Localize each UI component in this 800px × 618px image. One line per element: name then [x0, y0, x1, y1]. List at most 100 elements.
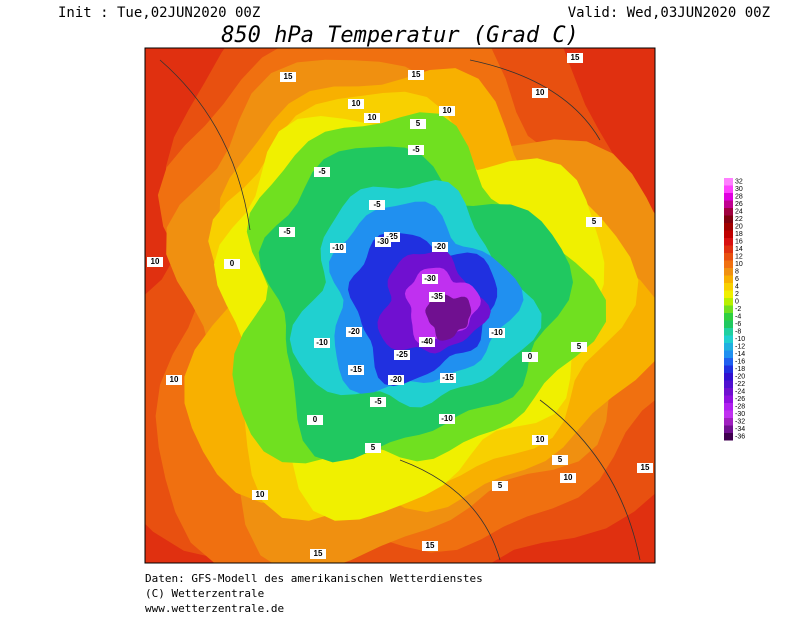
colorbar-label: 22 — [735, 216, 743, 223]
colorbar-swatch — [724, 223, 733, 231]
contour-label: -5 — [283, 227, 291, 236]
contour-label: 15 — [571, 53, 580, 62]
contour-label: 10 — [564, 473, 573, 482]
contour-label: -25 — [396, 350, 408, 359]
contour-label: 5 — [558, 455, 563, 464]
colorbar-label: 12 — [735, 254, 743, 261]
contour-label-box — [370, 397, 386, 407]
coastline — [399, 459, 501, 561]
colorbar-swatch — [724, 298, 733, 306]
init-time: Init : Tue,02JUN2020 00Z — [58, 5, 260, 21]
contour-label-box — [147, 257, 163, 267]
contour-label: 10 — [256, 490, 265, 499]
colorbar-swatch — [724, 208, 733, 216]
contour-label: -20 — [348, 327, 360, 336]
contour-label: 10 — [368, 113, 377, 122]
contour-label: -5 — [374, 397, 382, 406]
contour-label: -25 — [386, 232, 398, 241]
contour-label: 0 — [230, 259, 235, 268]
contour-label: -20 — [434, 242, 446, 251]
contour-label-box — [429, 292, 445, 302]
contour-label-box — [439, 106, 455, 116]
colorbar-label: 20 — [735, 224, 743, 231]
contour-label: -20 — [390, 375, 402, 384]
colorbar-swatch — [724, 365, 733, 373]
colorbar-swatch — [724, 433, 733, 441]
colorbar-label: 32 — [735, 179, 743, 186]
colorbar-label: -10 — [735, 336, 745, 343]
contour-label: -5 — [412, 145, 420, 154]
contour-label-box — [440, 373, 456, 383]
contour-label-box — [310, 549, 326, 559]
colorbar-swatch — [724, 380, 733, 388]
contour-label: 10 — [151, 257, 160, 266]
contour-label-box — [369, 200, 385, 210]
contour-label: -40 — [421, 337, 433, 346]
contour-label-box — [307, 415, 323, 425]
contour-label: -10 — [441, 414, 453, 423]
contour-label-box — [432, 242, 448, 252]
colorbar-label: -26 — [735, 396, 745, 403]
contour-label-box — [384, 232, 400, 242]
colorbar-label: -8 — [735, 329, 741, 336]
contour-label-box — [522, 352, 538, 362]
colorbar-label: 0 — [735, 299, 739, 306]
contour-label: 15 — [284, 72, 293, 81]
contour-label: -5 — [318, 167, 326, 176]
contour-label-box — [346, 327, 362, 337]
contour-label: -10 — [332, 243, 344, 252]
contour-label: 0 — [313, 415, 318, 424]
contour-label-box — [408, 70, 424, 80]
colorbar-label: 10 — [735, 261, 743, 268]
colorbar-label: 30 — [735, 186, 743, 193]
colorbar-label: -2 — [735, 306, 741, 313]
colorbar-swatch — [724, 275, 733, 283]
map-area: 15 1515101010101055500-5-5-5-5-5-10-10-10… — [145, 48, 655, 563]
contour-label-box — [419, 337, 435, 347]
contour-label-box — [348, 99, 364, 109]
contour-label-box — [586, 217, 602, 227]
contour-label: -10 — [316, 338, 328, 347]
contour-label-box — [252, 490, 268, 500]
coastline — [469, 59, 601, 141]
footer-line: www.wetterzentrale.de — [145, 602, 284, 615]
colorbar-label: 2 — [735, 291, 739, 298]
contour-label-box — [532, 435, 548, 445]
colorbar-swatch — [724, 283, 733, 291]
contour-label: 5 — [371, 443, 376, 452]
colorbar-swatch — [724, 305, 733, 313]
contour-label-box — [375, 237, 391, 247]
contour-label-box — [408, 145, 424, 155]
contour-label-box — [224, 259, 240, 269]
colorbar-label: 8 — [735, 269, 739, 276]
colorbar-swatch — [724, 245, 733, 253]
contour-label: 15 — [412, 70, 421, 79]
contour-label: 10 — [536, 88, 545, 97]
contour-label-box — [567, 53, 583, 63]
footer-line: (C) Wetterzentrale — [145, 587, 264, 600]
contour-label: 10 — [352, 99, 361, 108]
colorbar-swatch — [724, 268, 733, 276]
coastline — [159, 59, 251, 231]
contour-label: -5 — [373, 200, 381, 209]
contour-label: -30 — [424, 274, 436, 283]
colorbar-label: 4 — [735, 284, 739, 291]
footer-line: Daten: GFS-Modell des amerikanischen Wet… — [145, 572, 483, 585]
contour-label-box — [279, 227, 295, 237]
colorbar-swatch — [724, 260, 733, 268]
contour-label: 0 — [528, 352, 533, 361]
colorbar-label: 14 — [735, 246, 743, 253]
colorbar-swatch — [724, 313, 733, 321]
colorbar-label: -12 — [735, 344, 745, 351]
colorbar-swatch — [724, 178, 733, 186]
contour-label-box — [394, 350, 410, 360]
colorbar-swatch — [724, 328, 733, 336]
contour-label-box — [637, 463, 653, 473]
colorbar-swatch — [724, 215, 733, 223]
colorbar-swatch — [724, 253, 733, 261]
colorbar-swatch — [724, 320, 733, 328]
colorbar-label: -32 — [735, 419, 745, 426]
contour-label: -10 — [491, 328, 503, 337]
contour-label-box — [280, 72, 296, 82]
colorbar-swatch — [724, 388, 733, 396]
